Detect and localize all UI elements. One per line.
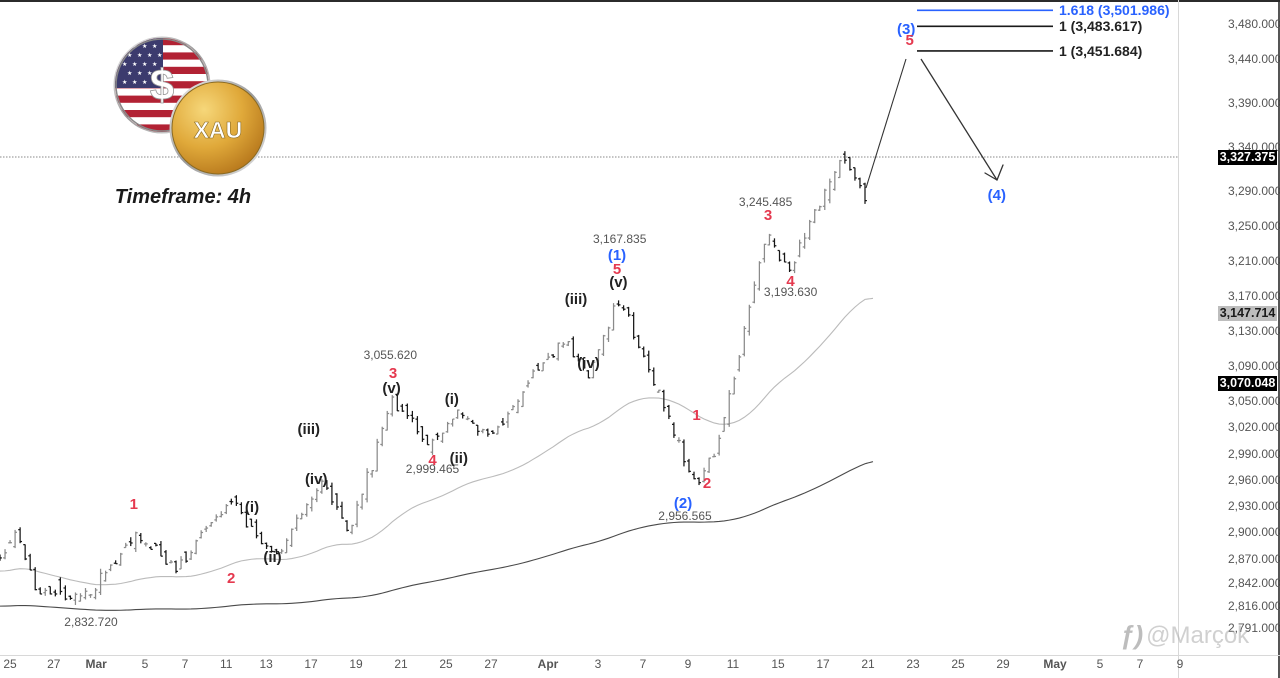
- svg-text:★: ★: [122, 79, 127, 86]
- svg-text:★: ★: [142, 79, 147, 86]
- svg-text:★: ★: [147, 52, 152, 59]
- svg-text:XAU: XAU: [194, 117, 243, 143]
- svg-text:★: ★: [152, 43, 157, 50]
- svg-text:★: ★: [157, 52, 162, 59]
- svg-text:★: ★: [127, 70, 132, 77]
- svg-text:★: ★: [142, 43, 147, 50]
- svg-text:★: ★: [142, 61, 147, 68]
- svg-text:★: ★: [132, 79, 137, 86]
- svg-text:★: ★: [137, 52, 142, 59]
- svg-text:$: $: [150, 61, 174, 110]
- svg-text:★: ★: [132, 61, 137, 68]
- svg-text:★: ★: [137, 70, 142, 77]
